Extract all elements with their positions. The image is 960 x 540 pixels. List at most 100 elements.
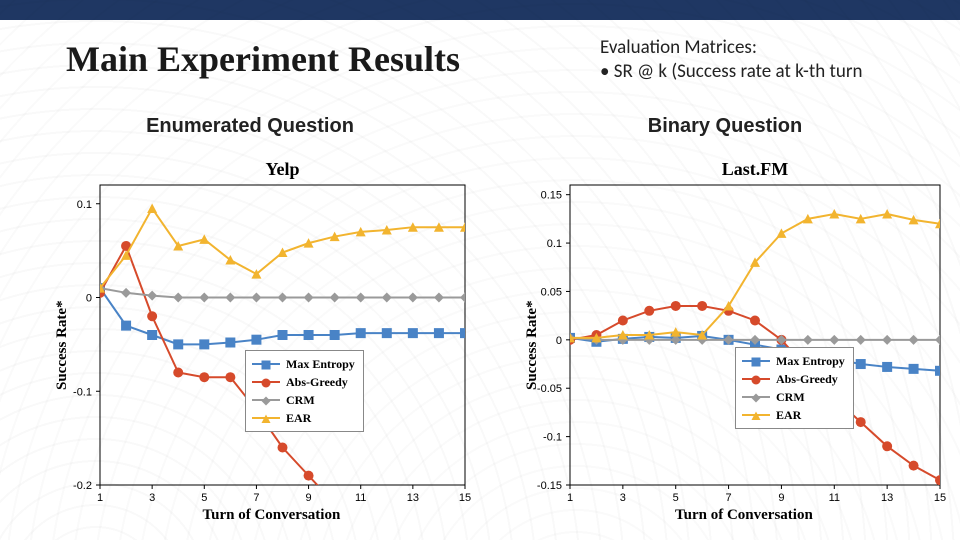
- y-tick-label: 0: [86, 293, 92, 305]
- series-marker-abs_greedy: [856, 417, 866, 427]
- series-marker-max_entropy: [199, 339, 209, 349]
- slide-top-bar: [0, 0, 960, 20]
- legend-row-abs_greedy: Abs-Greedy: [252, 373, 355, 391]
- legend-swatch-ear: [742, 408, 770, 422]
- legend-label-abs_greedy: Abs-Greedy: [286, 375, 348, 390]
- y-tick-label: 0: [556, 335, 562, 347]
- legend: Max Entropy Abs-Greedy CRM EAR: [735, 347, 854, 429]
- series-marker-abs_greedy: [697, 301, 707, 311]
- x-tick-label: 15: [934, 492, 946, 504]
- series-marker-max_entropy: [356, 328, 366, 338]
- series-marker-max_entropy: [408, 328, 418, 338]
- series-marker-max_entropy: [460, 328, 470, 338]
- x-tick-label: 5: [201, 492, 207, 504]
- series-marker-abs_greedy: [671, 301, 681, 311]
- y-tick-label: 0.1: [77, 199, 92, 211]
- legend-swatch-max_entropy: [742, 354, 770, 368]
- y-tick-label: 0.15: [541, 190, 562, 202]
- y-tick-label: 0.05: [541, 286, 562, 298]
- legend-swatch-ear: [252, 411, 280, 425]
- y-tick-label: -0.1: [543, 432, 562, 444]
- left-column-title: Enumerated Question: [20, 115, 480, 138]
- y-tick-label: -0.15: [537, 480, 562, 492]
- x-tick-label: 7: [726, 492, 732, 504]
- series-marker-abs_greedy: [147, 311, 157, 321]
- series-marker-max_entropy: [147, 330, 157, 340]
- x-tick-label: 11: [355, 492, 366, 504]
- series-marker-abs_greedy: [304, 471, 314, 481]
- x-tick-label: 1: [97, 492, 103, 504]
- x-axis-label: Turn of Conversation: [675, 507, 813, 524]
- legend-label-abs_greedy: Abs-Greedy: [776, 372, 838, 387]
- series-marker-abs_greedy: [750, 315, 760, 325]
- x-axis-label: Turn of Conversation: [203, 507, 341, 524]
- y-axis-label: Success Rate*: [54, 300, 71, 390]
- legend-label-crm: CRM: [286, 393, 315, 408]
- legend-row-ear: EAR: [742, 406, 845, 424]
- series-marker-max_entropy: [882, 362, 892, 372]
- y-axis-label: Success Rate*: [524, 300, 541, 390]
- series-marker-max_entropy: [382, 328, 392, 338]
- legend-row-ear: EAR: [252, 409, 355, 427]
- series-marker-abs_greedy: [909, 461, 919, 471]
- chart-yelp: Yelp-0.2-0.100.113579111315Success Rate*…: [30, 155, 475, 525]
- x-tick-label: 9: [306, 492, 312, 504]
- legend-label-max_entropy: Max Entropy: [776, 354, 845, 369]
- legend-swatch-crm: [252, 393, 280, 407]
- series-marker-max_entropy: [909, 364, 919, 374]
- series-marker-abs_greedy: [644, 306, 654, 316]
- y-tick-label: -0.1: [73, 386, 92, 398]
- series-marker-abs_greedy: [225, 372, 235, 382]
- series-marker-max_entropy: [251, 335, 261, 345]
- evaluation-bullet: • SR @ k (Success rate at k-th turn: [600, 60, 862, 84]
- right-column-title: Binary Question: [495, 115, 955, 138]
- legend-swatch-abs_greedy: [252, 375, 280, 389]
- chart-svg: Yelp-0.2-0.100.113579111315: [30, 155, 475, 525]
- series-marker-max_entropy: [330, 330, 340, 340]
- evaluation-heading: Evaluation Matrices:: [600, 36, 862, 60]
- x-tick-label: 15: [459, 492, 471, 504]
- x-tick-label: 3: [620, 492, 626, 504]
- legend-label-ear: EAR: [776, 408, 801, 423]
- series-marker-max_entropy: [225, 338, 235, 348]
- legend-label-crm: CRM: [776, 390, 805, 405]
- series-marker-max_entropy: [278, 330, 288, 340]
- legend-label-max_entropy: Max Entropy: [286, 357, 355, 372]
- series-marker-abs_greedy: [278, 443, 288, 453]
- legend-row-crm: CRM: [252, 391, 355, 409]
- series-marker-max_entropy: [304, 330, 314, 340]
- series-marker-max_entropy: [121, 321, 131, 331]
- legend-swatch-abs_greedy: [742, 372, 770, 386]
- series-marker-abs_greedy: [935, 475, 945, 485]
- legend-swatch-crm: [742, 390, 770, 404]
- series-marker-max_entropy: [434, 328, 444, 338]
- series-marker-max_entropy: [935, 366, 945, 376]
- series-marker-abs_greedy: [618, 315, 628, 325]
- legend-row-max_entropy: Max Entropy: [252, 355, 355, 373]
- x-tick-label: 7: [253, 492, 259, 504]
- legend-row-crm: CRM: [742, 388, 845, 406]
- series-marker-max_entropy: [856, 359, 866, 369]
- series-marker-abs_greedy: [199, 372, 209, 382]
- chart-title-text: Last.FM: [722, 159, 789, 179]
- x-tick-label: 13: [407, 492, 419, 504]
- slide-title: Main Experiment Results: [66, 38, 460, 80]
- x-tick-label: 9: [778, 492, 784, 504]
- series-marker-abs_greedy: [882, 441, 892, 451]
- legend: Max Entropy Abs-Greedy CRM EAR: [245, 350, 364, 432]
- legend-row-abs_greedy: Abs-Greedy: [742, 370, 845, 388]
- chart-svg: Last.FM-0.15-0.1-0.0500.050.10.151357911…: [500, 155, 950, 525]
- x-tick-label: 11: [829, 492, 840, 504]
- series-marker-abs_greedy: [173, 368, 183, 378]
- legend-label-ear: EAR: [286, 411, 311, 426]
- y-tick-label: 0.1: [547, 238, 562, 250]
- series-marker-max_entropy: [173, 339, 183, 349]
- chart-title-text: Yelp: [265, 159, 299, 179]
- y-tick-label: -0.2: [73, 480, 92, 492]
- chart-lastfm: Last.FM-0.15-0.1-0.0500.050.10.151357911…: [500, 155, 950, 525]
- x-tick-label: 1: [567, 492, 573, 504]
- x-tick-label: 5: [673, 492, 679, 504]
- legend-swatch-max_entropy: [252, 357, 280, 371]
- x-tick-label: 3: [149, 492, 155, 504]
- x-tick-label: 13: [881, 492, 893, 504]
